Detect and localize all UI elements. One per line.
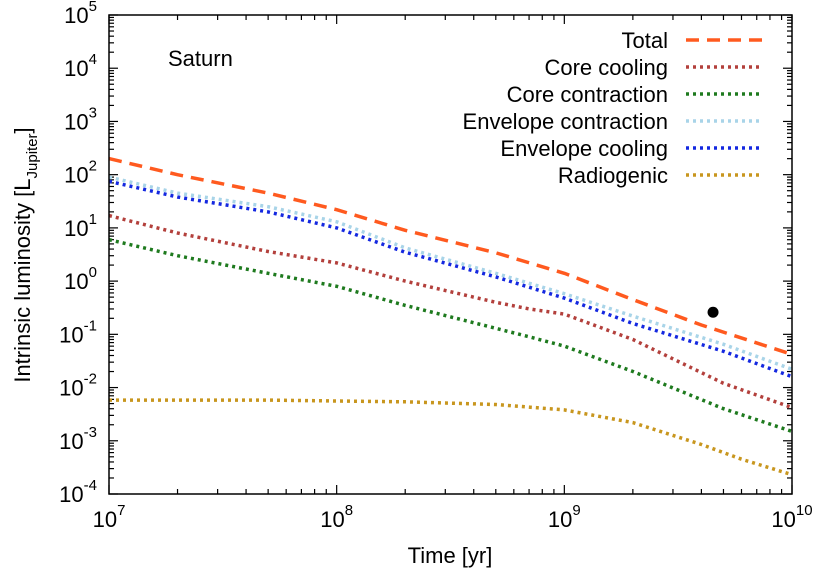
legend-label: Envelope contraction xyxy=(463,109,668,134)
legend-label: Core contraction xyxy=(507,82,668,107)
y-tick-exp: 2 xyxy=(89,158,97,175)
y-tick-label: 10-4 xyxy=(59,477,97,507)
x-tick-exp: 7 xyxy=(117,502,125,519)
series-line-total xyxy=(108,156,793,357)
y-tick-exp: -2 xyxy=(84,371,97,388)
x-tick-base: 10 xyxy=(93,507,117,532)
legend-label: Total xyxy=(622,28,668,53)
axis-ticks xyxy=(108,14,793,495)
series-line-radiogenic xyxy=(109,398,793,477)
y-tick-label: 10-1 xyxy=(59,317,97,347)
y-tick-label: 104 xyxy=(64,51,97,81)
y-axis-label: Intrinsic luminosity [LJupiter] xyxy=(10,127,41,382)
y-axis-label-main: Intrinsic luminosity [L xyxy=(10,178,35,382)
y-tick-exp: 3 xyxy=(89,104,97,121)
y-tick-exp: 4 xyxy=(89,51,97,68)
series-line-envelope-contraction xyxy=(108,175,793,371)
x-axis-label: Time [yr] xyxy=(408,543,493,568)
legend-label: Envelope cooling xyxy=(500,136,668,161)
y-tick-label: 102 xyxy=(64,158,97,188)
y-tick-label: 100 xyxy=(64,264,97,294)
plot-frame xyxy=(108,14,793,495)
y-tick-label: 103 xyxy=(64,104,97,134)
x-tick-label: 1010 xyxy=(771,502,812,532)
y-tick-base: 10 xyxy=(59,482,83,507)
y-tick-base: 10 xyxy=(64,269,88,294)
x-tick-base: 10 xyxy=(320,507,344,532)
legend-label: Radiogenic xyxy=(558,163,668,188)
observed-point xyxy=(707,306,719,318)
x-tick-base: 10 xyxy=(548,507,572,532)
y-tick-label: 101 xyxy=(64,211,97,241)
y-tick-base: 10 xyxy=(59,376,83,401)
series-layer xyxy=(108,156,793,477)
x-tick-exp: 10 xyxy=(796,502,813,519)
y-axis-label-close: ] xyxy=(10,127,35,133)
y-tick-label: 10-3 xyxy=(59,424,97,454)
x-tick-label: 108 xyxy=(320,502,353,532)
y-tick-exp: 0 xyxy=(89,264,97,281)
x-tick-base: 10 xyxy=(771,507,795,532)
tick-labels: 107 108 109 101010-410-310-210-110010110210… xyxy=(59,0,812,532)
x-tick-exp: 8 xyxy=(345,502,353,519)
y-tick-base: 10 xyxy=(64,163,88,188)
y-tick-base: 10 xyxy=(64,109,88,134)
y-tick-exp: -4 xyxy=(84,477,97,494)
x-tick-label: 107 xyxy=(93,502,126,532)
annotation-saturn: Saturn xyxy=(168,46,233,71)
y-tick-base: 10 xyxy=(64,3,88,28)
y-tick-exp: -1 xyxy=(84,317,97,334)
x-tick-label: 109 xyxy=(548,502,581,532)
y-axis-label-sub: Jupiter xyxy=(24,133,41,178)
legend-label: Core cooling xyxy=(544,55,668,80)
y-tick-base: 10 xyxy=(64,216,88,241)
y-tick-label: 10-2 xyxy=(59,371,97,401)
y-tick-exp: 5 xyxy=(89,0,97,15)
y-tick-base: 10 xyxy=(64,56,88,81)
series-line-envelope-cooling xyxy=(108,179,793,379)
y-tick-base: 10 xyxy=(59,322,83,347)
y-tick-exp: -3 xyxy=(84,424,97,441)
y-tick-label: 105 xyxy=(64,0,97,28)
y-tick-base: 10 xyxy=(59,429,83,454)
x-tick-exp: 9 xyxy=(572,502,580,519)
y-tick-exp: 1 xyxy=(89,211,97,228)
